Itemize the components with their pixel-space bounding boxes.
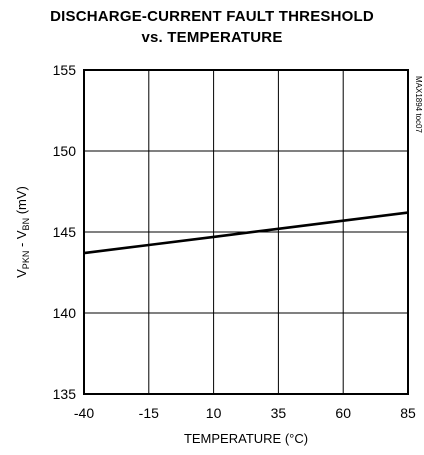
chart-title-line2: vs. TEMPERATURE bbox=[141, 29, 283, 46]
y-tick-label: 150 bbox=[53, 143, 77, 159]
x-axis-label: TEMPERATURE (°C) bbox=[184, 431, 308, 446]
x-tick-label: 10 bbox=[206, 405, 222, 421]
y-label-v1: V bbox=[14, 269, 29, 278]
chart-title: DISCHARGE-CURRENT FAULT THRESHOLD vs. TE… bbox=[0, 6, 424, 48]
y-tick-labels: 155 150 145 140 135 bbox=[53, 62, 77, 402]
part-number-annotation: MAX1894 toc07 bbox=[414, 76, 423, 133]
x-tick-label: -15 bbox=[139, 405, 159, 421]
x-tick-labels: -40 -15 10 35 60 85 bbox=[74, 405, 416, 421]
series-line bbox=[83, 211, 409, 255]
x-tick-label: -40 bbox=[74, 405, 94, 421]
y-tick-label: 145 bbox=[53, 224, 77, 240]
plot-frame bbox=[83, 69, 409, 395]
y-label-sub1: PKN bbox=[21, 251, 31, 270]
x-tick-label: 35 bbox=[271, 405, 287, 421]
chart-title-line1: DISCHARGE-CURRENT FAULT THRESHOLD bbox=[50, 8, 374, 25]
y-tick-label: 155 bbox=[53, 62, 77, 78]
y-tick-label: 135 bbox=[53, 386, 77, 402]
x-tick-label: 85 bbox=[400, 405, 416, 421]
y-label-sub2: BN bbox=[21, 218, 31, 231]
y-label-mid: - V bbox=[14, 230, 29, 251]
y-tick-label: 140 bbox=[53, 305, 77, 321]
x-tick-label: 60 bbox=[335, 405, 351, 421]
y-label-unit: (mV) bbox=[14, 186, 29, 218]
y-axis-label: VPKN - VBN (mV) bbox=[14, 186, 31, 278]
